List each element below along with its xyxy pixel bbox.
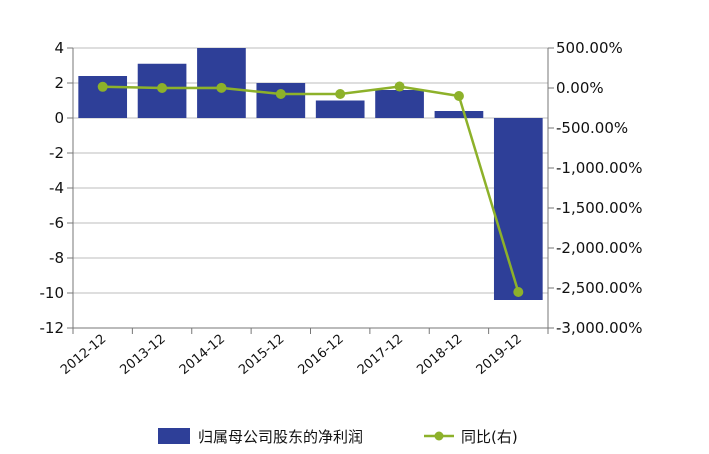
left-axis-ticks: 4 2 0 -2 -4 -6 -8 -10 -12 — [40, 39, 73, 337]
left-tick-label: -2 — [49, 144, 64, 162]
right-axis-ticks: 500.00% 0.00% -500.00% -1,000.00% -1,500.00%… — [548, 39, 642, 337]
line-series — [97, 81, 524, 297]
x-axis-ticks: 2012-12 2013-12 2014-12 2015-12 2016-12 2017-… — [58, 328, 549, 378]
right-tick-label: -500.00% — [556, 119, 628, 137]
x-tick-label: 2013-12 — [117, 332, 168, 378]
right-tick-label: -1,000.00% — [556, 159, 642, 177]
legend-bar-label: 归属母公司股东的净利润 — [198, 428, 363, 446]
line-point-2018-12 — [453, 91, 464, 101]
left-tick-label: -8 — [49, 249, 64, 267]
x-tick-label: 2017-12 — [355, 332, 406, 378]
bar-2016-12 — [315, 100, 365, 118]
left-tick-label: -10 — [40, 284, 65, 302]
legend-line-label: 同比(右) — [461, 428, 518, 446]
line-point-2014-12 — [216, 82, 227, 93]
right-tick-label: -1,500.00% — [556, 199, 642, 217]
bar-2019-12 — [493, 118, 543, 300]
bar-2015-12 — [256, 83, 306, 118]
right-tick-label: -3,000.00% — [556, 319, 642, 337]
x-tick-label: 2019-12 — [474, 332, 525, 378]
x-tick-label: 2018-12 — [414, 332, 465, 378]
left-tick-label: -12 — [40, 319, 65, 337]
left-tick-label: 0 — [54, 109, 64, 127]
line-point-2012-12 — [97, 81, 108, 92]
x-tick-label: 2012-12 — [58, 332, 109, 378]
x-tick-label: 2014-12 — [177, 332, 228, 378]
right-tick-label: -2,000.00% — [556, 239, 642, 257]
x-tick-label: 2016-12 — [295, 332, 346, 378]
left-tick-label: 2 — [54, 74, 64, 92]
legend-line-marker — [434, 431, 444, 441]
line-path — [102, 85, 520, 293]
legend: 归属母公司股东的净利润 同比(右) — [158, 428, 518, 446]
line-point-2019-12 — [513, 287, 524, 297]
bar-2018-12 — [434, 111, 484, 118]
line-point-2016-12 — [335, 89, 346, 99]
line-point-2017-12 — [394, 81, 405, 92]
bar-series — [78, 48, 543, 300]
right-tick-label: 500.00% — [556, 39, 623, 57]
right-tick-label: 0.00% — [556, 79, 604, 97]
left-tick-label: 4 — [54, 39, 64, 57]
legend-bar-swatch — [158, 428, 190, 444]
bar-2017-12 — [375, 90, 424, 118]
left-tick-label: -6 — [49, 214, 64, 232]
x-tick-label: 2015-12 — [236, 332, 287, 378]
line-point-2015-12 — [275, 89, 286, 99]
right-tick-label: -2,500.00% — [556, 279, 642, 297]
line-point-2013-12 — [157, 83, 168, 93]
left-tick-label: -4 — [49, 179, 64, 197]
